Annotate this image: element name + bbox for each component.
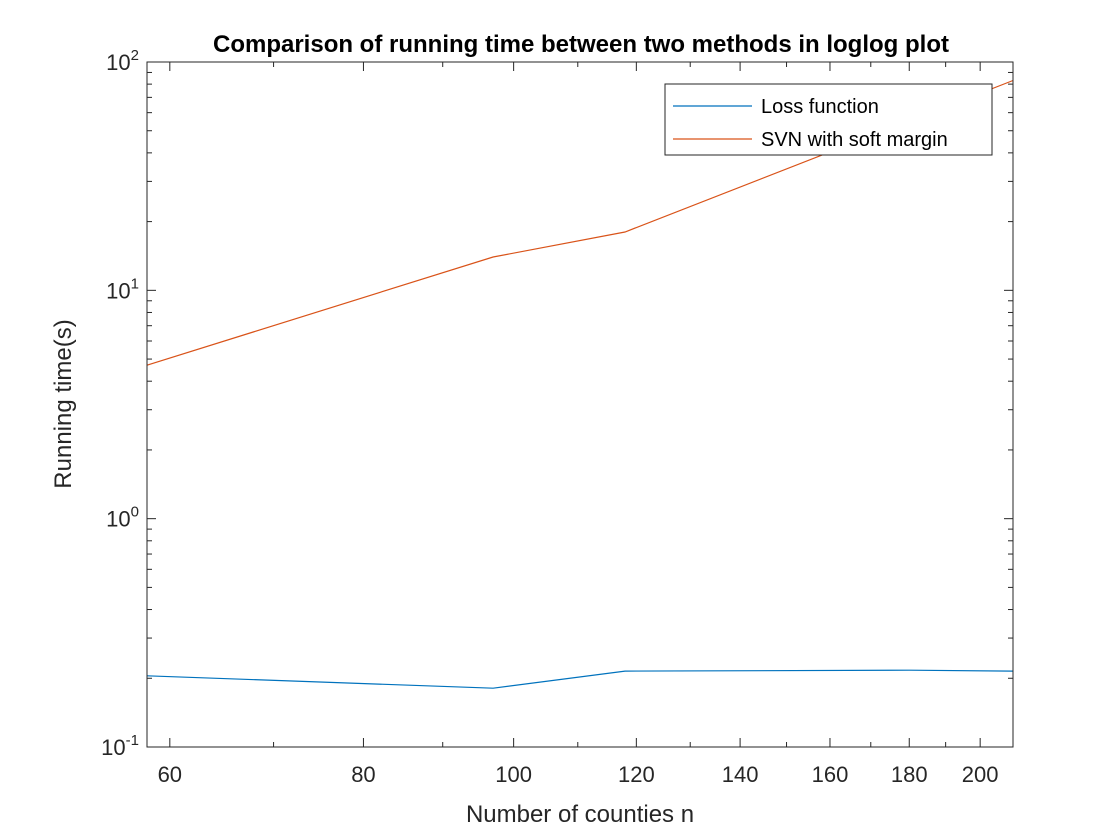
legend-box (664, 83, 993, 156)
x-tick-label: 140 (722, 762, 759, 787)
x-tick-label: 180 (891, 762, 928, 787)
x-tick-label: 120 (618, 762, 655, 787)
series-layer (146, 79, 1014, 689)
series-line-svn-soft-margin (146, 79, 1014, 366)
series-line-loss-function (146, 669, 1014, 689)
x-tick-label: 100 (495, 762, 532, 787)
legend-label: SVN with soft margin (761, 129, 948, 151)
x-tick-label: 60 (158, 762, 182, 787)
y-tick-label: 101 (106, 275, 139, 303)
x-tick-label: 80 (351, 762, 375, 787)
y-axis-label: Running time(s) (50, 319, 77, 488)
y-tick-label: 100 (106, 504, 139, 532)
axes-box (146, 61, 1014, 748)
legend-label: Loss function (761, 96, 879, 118)
plot-area (147, 62, 1013, 747)
chart-title: Comparison of running time between two m… (213, 31, 949, 58)
minor-ticks (147, 62, 1013, 747)
y-tick-label: 10-1 (101, 732, 139, 760)
x-axis-ticks: 60 80 100 120 140 160 180 200 (158, 62, 999, 787)
y-tick-label: 102 (106, 47, 139, 75)
legend: Loss function SVN with soft margin (664, 83, 993, 156)
y-axis-ticks: 10-1 100 101 102 (101, 47, 1013, 760)
x-tick-label: 200 (962, 762, 999, 787)
x-axis-label: Number of counties n (466, 801, 694, 828)
x-tick-label: 160 (812, 762, 849, 787)
